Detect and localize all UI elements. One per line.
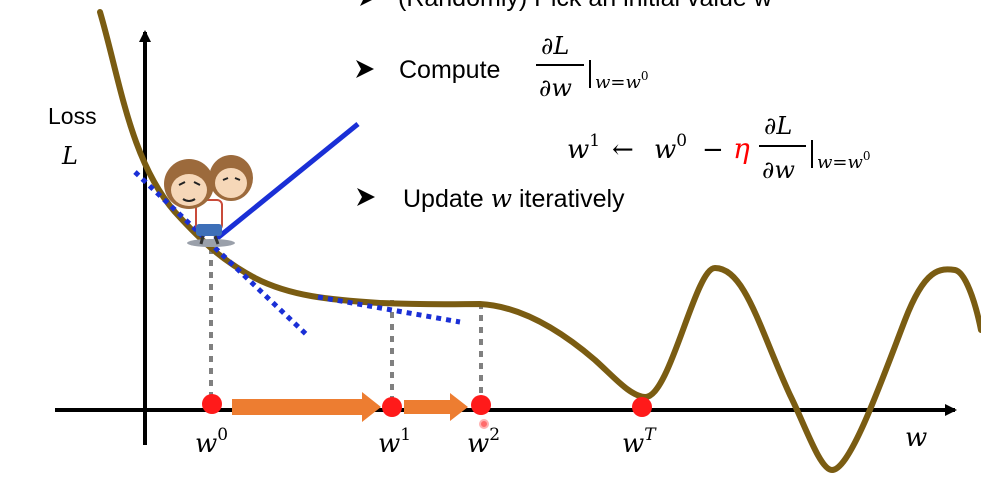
step-compute-label: Compute	[399, 56, 500, 84]
bullet-arrow-icon	[360, 0, 372, 6]
update-eta: η	[733, 132, 750, 165]
y-axis-label-word: Loss	[48, 103, 97, 129]
label-w2: w2	[467, 425, 500, 459]
update-arrow: ←	[612, 135, 634, 165]
point-w1	[382, 397, 402, 417]
step-arrow-1	[232, 392, 381, 422]
compute-numerator: ∂L	[541, 32, 569, 60]
point-w2	[471, 395, 491, 415]
update-numerator: ∂L	[764, 112, 792, 140]
update-eval-at: w=w0	[817, 149, 871, 173]
bullet-arrow-icon	[357, 188, 375, 206]
compute-denominator: ∂w	[539, 74, 572, 102]
step-pick-initial: (Randomly) Pick an initial value w	[398, 0, 773, 12]
update-lhs: w1	[567, 131, 600, 165]
x-axis-label: w	[905, 423, 927, 453]
update-minus: −	[702, 135, 724, 165]
bullet-arrow-icon	[356, 60, 374, 78]
cartoon-walker-icon	[164, 155, 253, 247]
compute-eval-at: w=w0	[595, 69, 649, 93]
update-denominator: ∂w	[762, 156, 795, 184]
y-axis-label-symbol: L	[61, 142, 78, 170]
point-w0	[202, 394, 222, 414]
label-w1: w1	[378, 425, 411, 459]
label-w0: w0	[195, 425, 228, 459]
step-update: Update w iteratively	[403, 184, 625, 213]
point-wT	[632, 397, 652, 417]
update-rhs-var: w0	[654, 131, 687, 165]
tangent-solid-line	[213, 122, 360, 242]
step-arrow-2	[404, 393, 468, 421]
label-wT: wT	[622, 425, 657, 459]
loss-curve	[97, 9, 981, 474]
tangent-dotted-line-w1	[317, 294, 461, 325]
cursor-marker	[479, 419, 489, 429]
